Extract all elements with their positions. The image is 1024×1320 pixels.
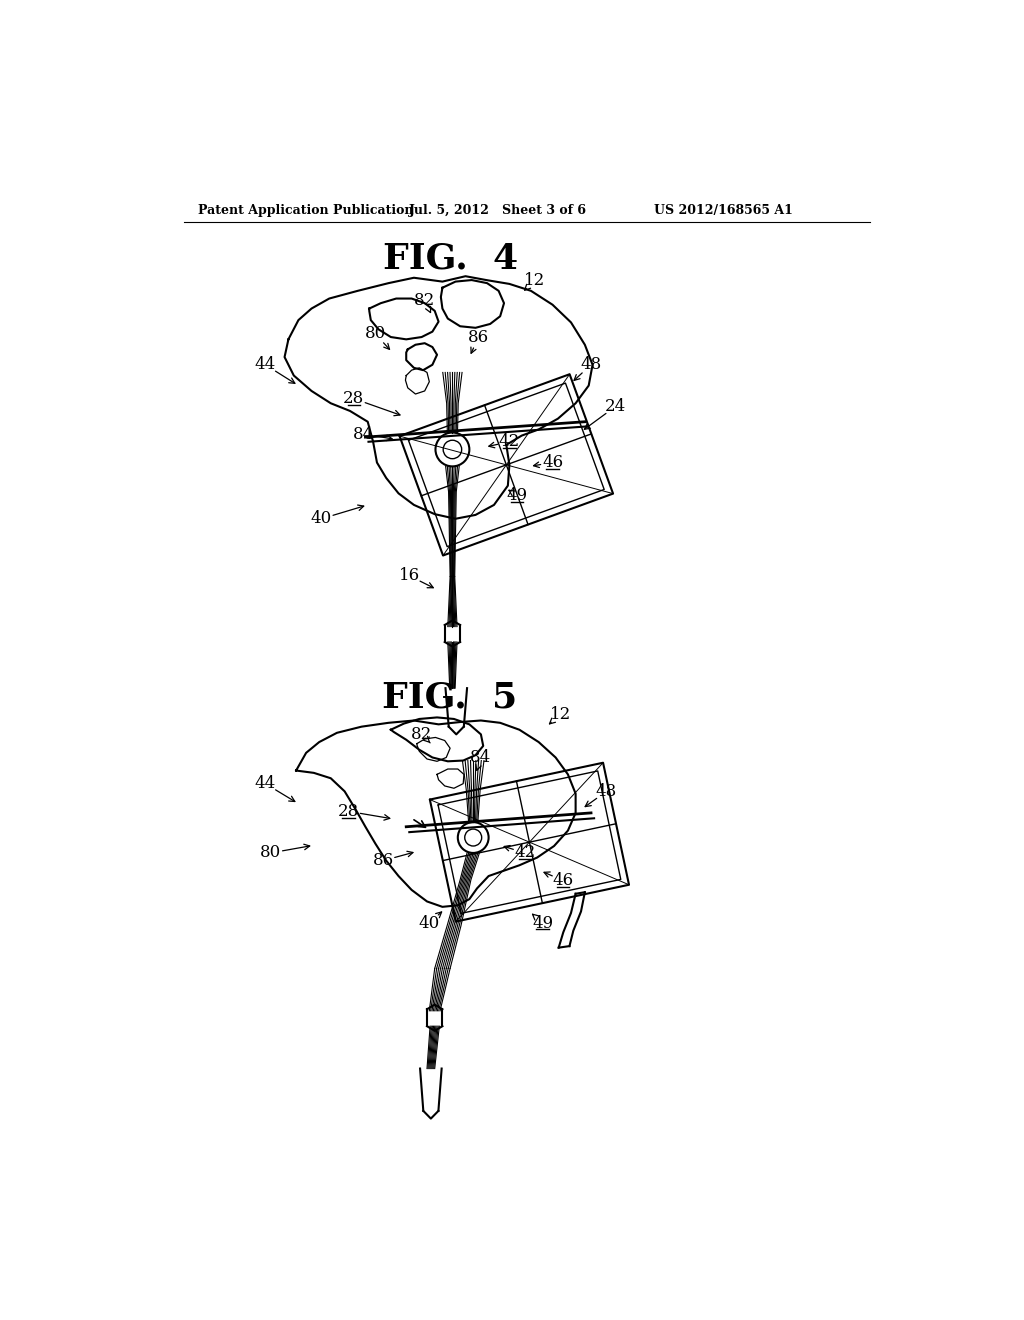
Text: 86: 86 — [468, 329, 489, 346]
Text: Jul. 5, 2012   Sheet 3 of 6: Jul. 5, 2012 Sheet 3 of 6 — [410, 205, 588, 218]
Text: 49: 49 — [507, 487, 527, 504]
Text: 28: 28 — [338, 803, 359, 820]
Text: 44: 44 — [255, 775, 275, 792]
Text: 46: 46 — [542, 454, 563, 471]
Text: 80: 80 — [260, 845, 282, 862]
Text: 86: 86 — [373, 853, 393, 869]
Text: US 2012/168565 A1: US 2012/168565 A1 — [654, 205, 793, 218]
Text: 28: 28 — [343, 391, 365, 407]
Text: 24: 24 — [605, 397, 627, 414]
Text: 48: 48 — [581, 356, 602, 374]
Text: 40: 40 — [419, 915, 440, 932]
Text: 44: 44 — [255, 356, 275, 374]
Text: FIG.  4: FIG. 4 — [383, 242, 518, 276]
Text: 40: 40 — [311, 511, 332, 527]
Text: 84: 84 — [470, 748, 492, 766]
Text: 42: 42 — [514, 845, 536, 862]
Text: 80: 80 — [365, 326, 386, 342]
Text: 49: 49 — [531, 915, 553, 932]
Text: 48: 48 — [596, 783, 617, 800]
Text: 46: 46 — [553, 873, 573, 890]
Text: 12: 12 — [524, 272, 546, 289]
Text: 12: 12 — [550, 706, 570, 723]
Text: 82: 82 — [411, 726, 432, 743]
Text: FIG.  5: FIG. 5 — [383, 680, 518, 714]
Text: 16: 16 — [398, 568, 420, 585]
Text: 82: 82 — [414, 292, 435, 309]
Text: 84: 84 — [352, 425, 374, 442]
Text: 42: 42 — [499, 433, 520, 450]
Text: Patent Application Publication: Patent Application Publication — [199, 205, 414, 218]
